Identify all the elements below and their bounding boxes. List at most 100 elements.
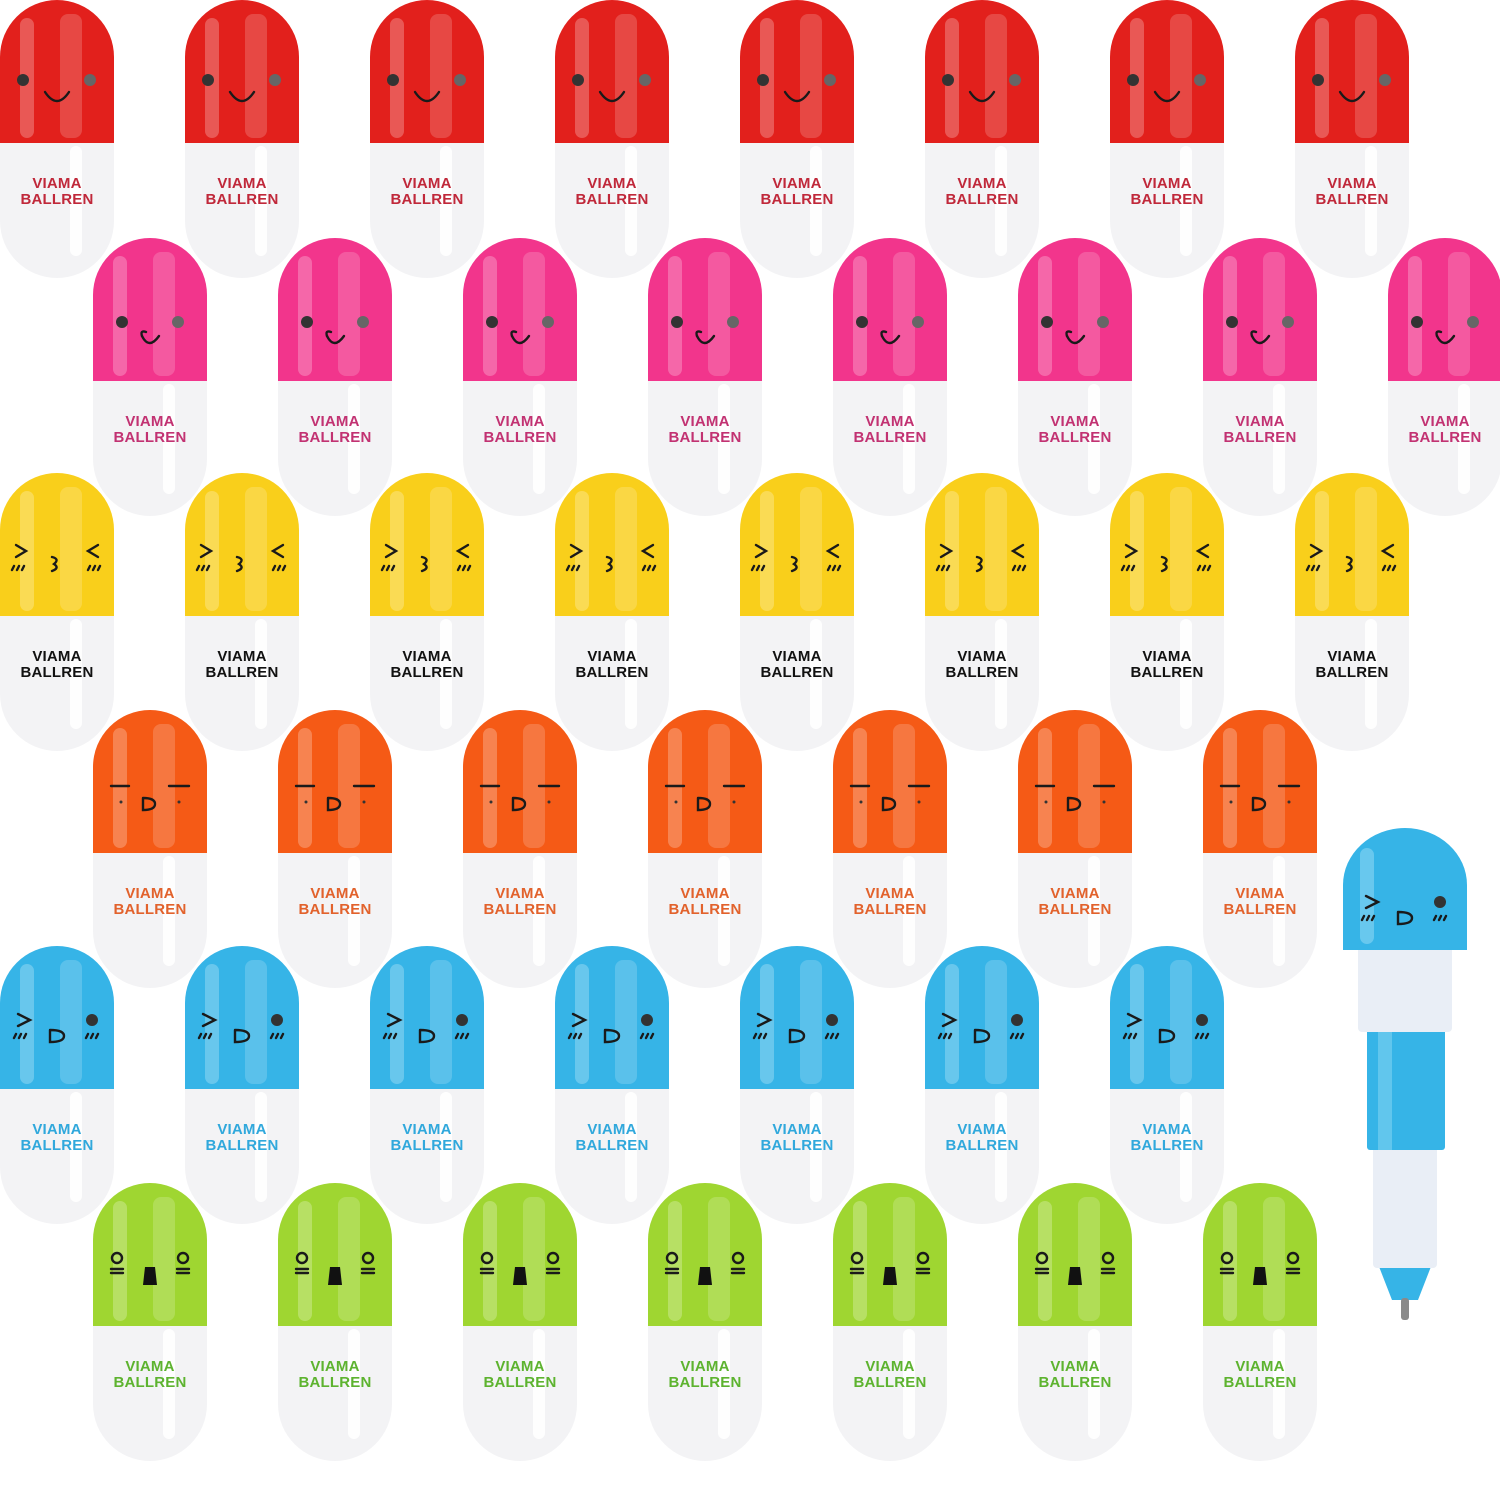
pill-brand-label: VIAMA BALLREN <box>1203 886 1317 918</box>
pill-shape <box>555 946 669 1224</box>
pill-face <box>750 543 842 573</box>
pill-cap <box>1110 473 1224 616</box>
brand-line-2: BALLREN <box>1130 1137 1204 1154</box>
pill-shape <box>1203 710 1317 988</box>
pill-face <box>382 1012 470 1044</box>
pill-shape <box>93 1183 207 1461</box>
brand-line-1: VIAMA <box>957 175 1007 192</box>
pill-shape <box>93 238 207 516</box>
pill-cap <box>1295 0 1409 143</box>
pill-cap <box>740 946 854 1089</box>
pill-shape <box>1203 1183 1317 1461</box>
pill-cap <box>555 946 669 1089</box>
pill-pen: VIAMA BALLREN <box>0 473 114 751</box>
brand-line-1: VIAMA <box>772 648 822 665</box>
pill-brand-label: VIAMA BALLREN <box>1110 649 1224 681</box>
pen-tip-cone <box>1378 1264 1432 1300</box>
pill-shape <box>1295 473 1409 751</box>
pill-brand-label: VIAMA BALLREN <box>370 649 484 681</box>
pill-pen: VIAMA BALLREN <box>278 1183 392 1461</box>
brand-line-1: VIAMA <box>495 1358 545 1375</box>
pill-shape <box>185 946 299 1224</box>
pill-cap <box>0 473 114 616</box>
pill-body <box>925 1086 1039 1224</box>
brand-line-1: VIAMA <box>587 1121 637 1138</box>
pill-body <box>185 140 299 278</box>
pill-shape <box>1110 0 1224 278</box>
brand-line-2: BALLREN <box>945 664 1019 681</box>
pill-pen: VIAMA BALLREN <box>185 473 299 751</box>
pill-brand-label: VIAMA BALLREN <box>185 176 299 208</box>
pill-cap <box>648 1183 762 1326</box>
brand-line-2: BALLREN <box>483 429 557 446</box>
pill-face <box>12 1012 100 1044</box>
pill-body <box>833 1323 947 1461</box>
brand-line-1: VIAMA <box>402 175 452 192</box>
pill-body <box>1388 378 1500 516</box>
brand-line-2: BALLREN <box>853 429 927 446</box>
brand-line-2: BALLREN <box>205 1137 279 1154</box>
brand-line-2: BALLREN <box>298 901 372 918</box>
pill-shape <box>1295 0 1409 278</box>
brand-line-2: BALLREN <box>1130 191 1204 208</box>
pill-brand-label: VIAMA BALLREN <box>648 414 762 446</box>
pill-pen: VIAMA BALLREN <box>833 1183 947 1461</box>
pill-pen: VIAMA BALLREN <box>185 0 299 278</box>
pill-brand-label: VIAMA BALLREN <box>648 886 762 918</box>
brand-line-2: BALLREN <box>390 1137 464 1154</box>
brand-line-1: VIAMA <box>865 1358 915 1375</box>
brand-line-2: BALLREN <box>1223 429 1297 446</box>
pill-face <box>486 316 554 345</box>
pill-body <box>0 613 114 751</box>
brand-line-2: BALLREN <box>1315 664 1389 681</box>
pill-pen: VIAMA BALLREN <box>278 710 392 988</box>
pill-pen: VIAMA BALLREN <box>463 710 577 988</box>
pill-shape <box>833 238 947 516</box>
pill-shape <box>0 946 114 1224</box>
pill-cap <box>555 473 669 616</box>
pill-face <box>387 74 466 103</box>
pill-brand-label: VIAMA BALLREN <box>1203 1359 1317 1391</box>
pill-body <box>1018 850 1132 988</box>
pill-pen: VIAMA BALLREN <box>185 946 299 1224</box>
pill-face <box>1041 316 1109 345</box>
pill-body <box>740 1086 854 1224</box>
pill-shape <box>925 0 1039 278</box>
brand-line-2: BALLREN <box>575 1137 649 1154</box>
brand-line-1: VIAMA <box>310 1358 360 1375</box>
brand-line-2: BALLREN <box>113 901 187 918</box>
pill-body <box>925 140 1039 278</box>
pill-shape <box>1018 710 1132 988</box>
pill-brand-label: VIAMA BALLREN <box>555 649 669 681</box>
pill-shape <box>1018 1183 1132 1461</box>
pill-brand-label: VIAMA BALLREN <box>1295 176 1409 208</box>
pill-face <box>479 784 561 812</box>
brand-line-2: BALLREN <box>1315 191 1389 208</box>
pill-body <box>0 140 114 278</box>
pill-body <box>925 613 1039 751</box>
pill-face <box>294 784 376 812</box>
brand-line-2: BALLREN <box>1038 1374 1112 1391</box>
brand-line-1: VIAMA <box>772 175 822 192</box>
pill-pen: VIAMA BALLREN <box>463 238 577 516</box>
brand-line-2: BALLREN <box>1408 429 1482 446</box>
brand-line-1: VIAMA <box>125 1358 175 1375</box>
pill-face <box>479 1251 561 1285</box>
pill-shape <box>740 0 854 278</box>
brand-line-1: VIAMA <box>1235 885 1285 902</box>
pill-cap <box>1110 0 1224 143</box>
pill-body <box>370 613 484 751</box>
pill-face <box>1120 543 1212 573</box>
pill-cap <box>370 946 484 1089</box>
pill-cap <box>185 946 299 1089</box>
pill-face <box>942 74 1021 103</box>
pill-pen: VIAMA BALLREN <box>1203 710 1317 988</box>
pill-brand-label: VIAMA BALLREN <box>740 176 854 208</box>
pill-body <box>1110 140 1224 278</box>
pill-shape <box>463 238 577 516</box>
pill-face <box>1312 74 1391 103</box>
brand-line-1: VIAMA <box>1142 1121 1192 1138</box>
pill-face <box>752 1012 840 1044</box>
brand-line-2: BALLREN <box>298 429 372 446</box>
